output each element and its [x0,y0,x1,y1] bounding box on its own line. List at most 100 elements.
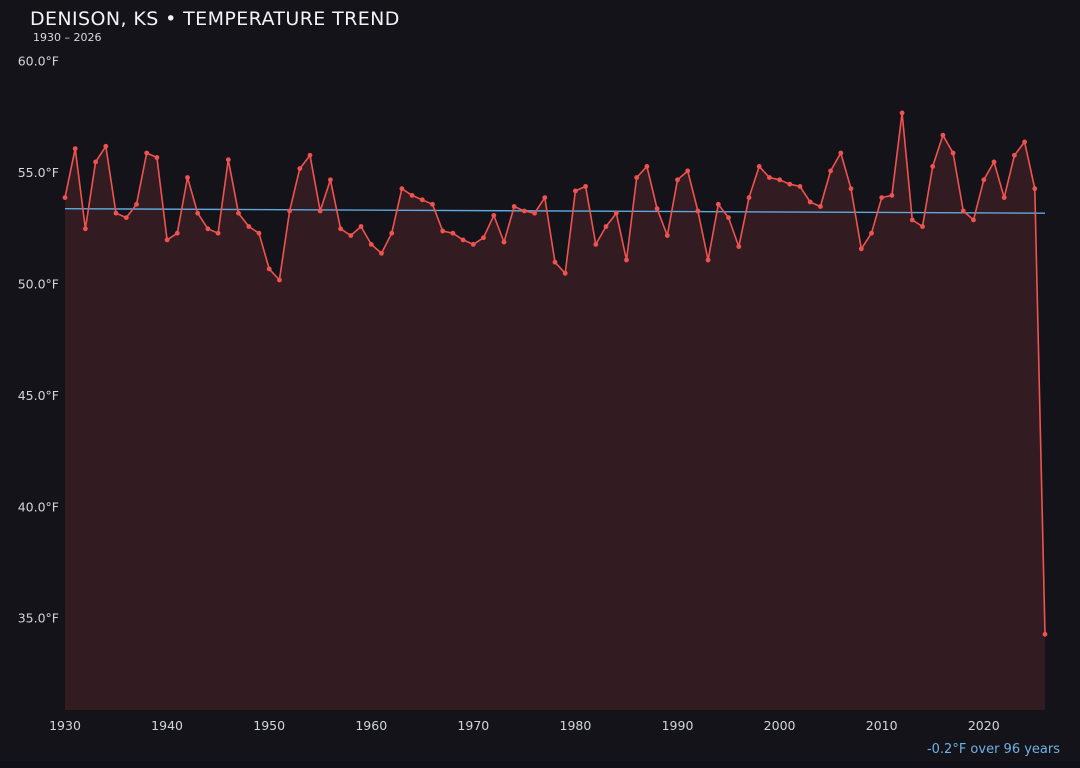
data-point-marker [113,210,119,216]
data-point-marker [940,132,946,138]
data-point-marker [164,237,170,243]
data-point-marker [858,246,864,252]
data-point-marker [511,204,517,209]
x-tick-label: 1950 [253,718,285,733]
data-point-marker [726,215,731,221]
trend-line [64,208,1046,214]
data-point-marker [154,155,160,160]
data-point-marker [266,266,272,272]
x-tick-label: 1990 [662,718,694,733]
x-tick-label: 1960 [355,718,387,733]
data-point-marker [664,233,670,238]
temperature-area-fill [65,112,1045,710]
data-point-marker [756,164,762,169]
data-point-marker [185,175,190,180]
data-point-marker [317,208,323,214]
data-point-marker [981,177,987,183]
data-point-marker [675,177,680,183]
data-point-marker [440,228,446,234]
data-point-marker [644,164,650,169]
data-point-marker [430,201,435,207]
data-point-marker [532,210,537,216]
data-point-marker [481,235,486,241]
data-point-marker [950,150,956,156]
data-point-marker [603,224,609,229]
data-point-marker [348,233,354,238]
x-tick-label: 2020 [968,718,1000,733]
page-title: DENISON, KS • TEMPERATURE TREND [30,8,400,30]
data-point-marker [144,150,150,156]
data-point-marker [205,226,211,232]
data-point-marker [736,244,742,250]
data-point-marker [705,257,711,263]
data-point-marker [307,152,313,158]
data-point-marker [777,177,782,183]
data-point-marker [368,242,374,247]
data-point-marker [838,150,844,156]
data-point-marker [328,177,333,183]
data-point-marker [920,224,925,229]
data-point-marker [450,230,456,236]
data-point-marker [236,210,241,216]
data-point-marker [542,195,548,201]
data-point-marker [879,195,885,201]
data-point-marker [807,199,813,205]
data-point-marker [297,166,303,172]
temperature-points [62,110,1048,637]
x-axis-ticks: 1930 1940 1950 1960 1970 1980 1990 2000 2010 2020 [49,718,1000,733]
data-point-marker [1022,139,1027,145]
data-point-marker [379,250,384,256]
data-point-marker [93,159,98,165]
trend-summary-label: -0.2°F over 96 years [926,742,1060,757]
data-point-marker [277,277,282,283]
data-point-marker [869,230,874,236]
y-tick-label: 60.0°F [18,54,59,69]
data-point-marker [1001,195,1007,201]
y-tick-label: 35.0°F [18,611,59,626]
data-point-marker [583,184,588,189]
data-point-marker [1012,152,1017,158]
data-point-marker [491,213,497,218]
x-tick-label: 2010 [866,718,898,733]
data-point-marker [797,184,803,189]
data-point-marker [470,242,476,247]
data-point-marker [246,224,252,229]
data-point-marker [225,157,231,163]
data-point-marker [195,210,201,216]
y-tick-label: 40.0°F [18,499,59,514]
data-point-marker [338,226,343,232]
data-point-marker [287,208,292,214]
data-point-marker [389,230,395,236]
data-point-marker [62,195,68,201]
data-point-marker [399,186,405,192]
x-tick-label: 1970 [457,718,489,733]
data-point-marker [930,164,936,169]
data-point-marker [123,215,129,221]
data-point-marker [787,181,793,187]
data-point-marker [828,168,833,174]
data-point-marker [552,259,558,265]
date-range-subtitle: 1930 – 2026 [33,31,102,44]
data-point-marker [593,242,599,247]
data-point-marker [695,208,701,214]
data-point-marker [501,239,507,245]
data-point-marker [460,237,466,243]
data-point-marker [767,175,772,180]
data-point-marker [1032,186,1038,192]
x-tick-label: 1980 [560,718,592,733]
data-point-marker [991,159,997,165]
data-point-marker [215,230,221,236]
data-point-marker [746,195,752,201]
data-point-marker [971,217,976,223]
y-tick-label: 45.0°F [18,388,59,403]
bottom-strip [0,761,1080,768]
data-point-marker [358,224,364,229]
data-point-marker [889,193,895,198]
data-point-marker [634,175,640,180]
data-point-marker [1042,631,1048,637]
data-point-marker [909,217,915,223]
data-point-marker [685,168,691,174]
data-point-marker [409,193,415,198]
